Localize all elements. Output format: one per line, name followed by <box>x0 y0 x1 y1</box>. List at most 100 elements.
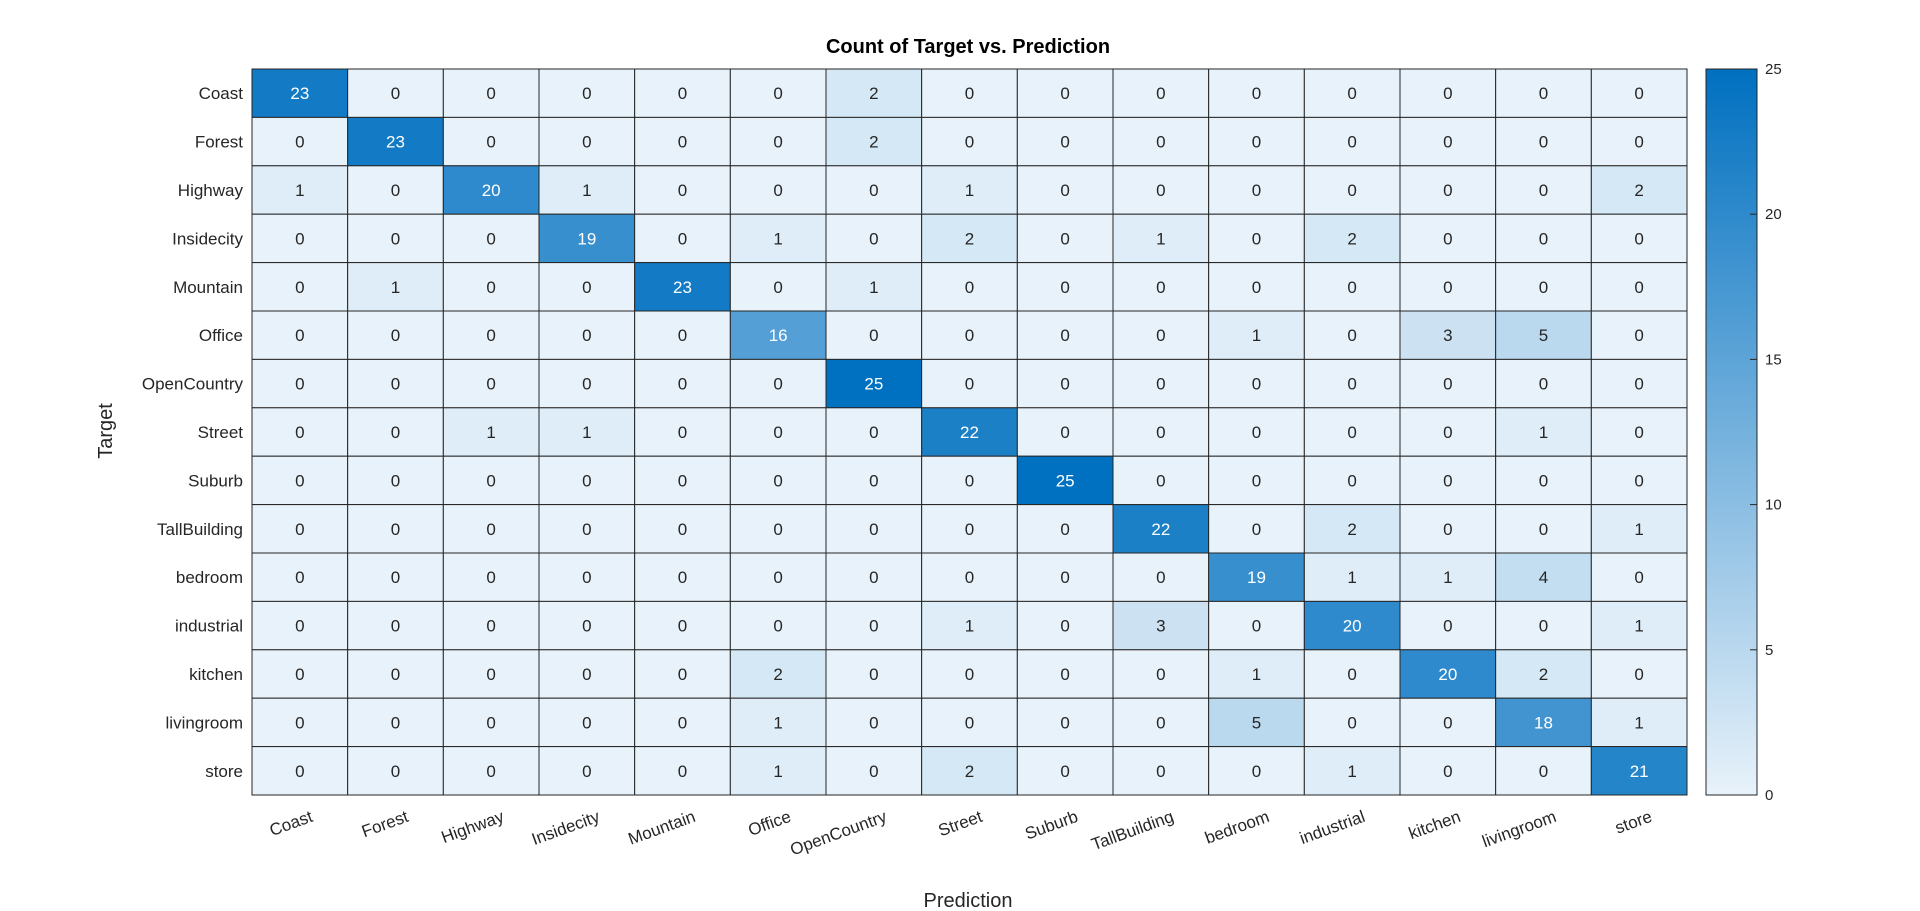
cell-value-label: 0 <box>1347 84 1356 103</box>
cell-value-label: 0 <box>1252 278 1261 297</box>
cell-value-label: 20 <box>482 181 501 200</box>
cell-value-label: 0 <box>295 665 304 684</box>
cell-value-label: 0 <box>1443 617 1452 636</box>
y-tick-label: TallBuilding <box>157 520 243 539</box>
cell-value-label: 0 <box>678 133 687 152</box>
cell-value-label: 16 <box>769 326 788 345</box>
cell-value-label: 0 <box>582 713 591 732</box>
cell-value-label: 0 <box>1252 229 1261 248</box>
cell-value-label: 20 <box>1343 617 1362 636</box>
cell-value-label: 1 <box>1347 568 1356 587</box>
cell-value-label: 0 <box>965 471 974 490</box>
y-tick-label: Street <box>198 423 244 442</box>
cell-value-label: 0 <box>295 471 304 490</box>
cell-value-label: 0 <box>295 762 304 781</box>
cell-value-label: 0 <box>1443 229 1452 248</box>
cell-value-label: 25 <box>864 375 883 394</box>
cell-value-label: 0 <box>1443 471 1452 490</box>
cell-value-label: 0 <box>1539 84 1548 103</box>
y-tick-label: OpenCountry <box>142 375 244 394</box>
cell-value-label: 0 <box>965 326 974 345</box>
cell-value-label: 0 <box>773 471 782 490</box>
cell-value-label: 0 <box>486 568 495 587</box>
cell-value-label: 1 <box>486 423 495 442</box>
y-tick-label: store <box>205 762 243 781</box>
cell-value-label: 0 <box>1539 133 1548 152</box>
cell-value-label: 0 <box>678 617 687 636</box>
cell-value-label: 0 <box>678 326 687 345</box>
cell-value-label: 0 <box>1252 133 1261 152</box>
x-tick-label: Office <box>746 807 794 840</box>
cell-value-label: 0 <box>295 423 304 442</box>
cell-value-label: 0 <box>773 181 782 200</box>
cell-value-label: 0 <box>582 133 591 152</box>
cell-value-label: 0 <box>486 520 495 539</box>
cell-value-label: 0 <box>1634 471 1643 490</box>
cell-value-label: 1 <box>582 181 591 200</box>
cell-value-label: 2 <box>773 665 782 684</box>
heatmap-cells: 23 0 0 0 0 0 2 0 0 0 0 0 0 0 00 23 0 0 0 0 2 0 0 0 0 0 0 0 01 0 20 1 0 0 0… <box>252 69 1687 795</box>
y-tick-label: Office <box>199 326 243 345</box>
cell-value-label: 4 <box>1539 568 1548 587</box>
cell-value-label: 0 <box>1060 520 1069 539</box>
cell-value-label: 0 <box>486 617 495 636</box>
cell-value-label: 1 <box>391 278 400 297</box>
cell-value-label: 0 <box>1443 713 1452 732</box>
cell-value-label: 0 <box>1539 617 1548 636</box>
x-tick-label: Mountain <box>626 807 698 849</box>
cell-value-label: 0 <box>582 520 591 539</box>
cell-value-label: 0 <box>678 423 687 442</box>
cell-value-label: 0 <box>1539 471 1548 490</box>
cell-value-label: 0 <box>1347 665 1356 684</box>
cell-value-label: 0 <box>295 520 304 539</box>
cell-value-label: 0 <box>869 665 878 684</box>
cell-value-label: 0 <box>965 568 974 587</box>
cell-value-label: 1 <box>1539 423 1548 442</box>
cell-value-label: 0 <box>869 181 878 200</box>
cell-value-label: 0 <box>391 471 400 490</box>
cell-value-label: 18 <box>1534 713 1553 732</box>
cell-value-label: 0 <box>295 375 304 394</box>
cell-value-label: 0 <box>1156 326 1165 345</box>
cell-value-label: 0 <box>1156 713 1165 732</box>
x-tick-label: OpenCountry <box>788 807 890 860</box>
x-tick-label: store <box>1613 807 1655 838</box>
cell-value-label: 0 <box>965 375 974 394</box>
cell-value-label: 0 <box>1443 278 1452 297</box>
cell-value-label: 2 <box>1347 229 1356 248</box>
cell-value-label: 0 <box>773 568 782 587</box>
cell-value-label: 0 <box>1060 762 1069 781</box>
cell-value-label: 0 <box>1060 326 1069 345</box>
cell-value-label: 2 <box>869 84 878 103</box>
cell-value-label: 0 <box>391 84 400 103</box>
cell-value-label: 1 <box>1252 665 1261 684</box>
cell-value-label: 0 <box>486 278 495 297</box>
x-tick-label: Suburb <box>1023 807 1081 844</box>
cell-value-label: 0 <box>869 423 878 442</box>
cell-value-label: 2 <box>965 229 974 248</box>
cell-value-label: 19 <box>577 229 596 248</box>
cell-value-label: 1 <box>1252 326 1261 345</box>
cell-value-label: 0 <box>1539 520 1548 539</box>
cell-value-label: 0 <box>1060 229 1069 248</box>
cell-value-label: 21 <box>1630 762 1649 781</box>
cell-value-label: 22 <box>1151 520 1170 539</box>
cell-value-label: 0 <box>678 520 687 539</box>
cell-value-label: 0 <box>486 471 495 490</box>
cell-value-label: 1 <box>869 278 878 297</box>
cell-value-label: 2 <box>1347 520 1356 539</box>
x-tick-label: Highway <box>439 807 507 847</box>
x-tick-label: Forest <box>359 807 411 841</box>
colorbar-tick-label: 25 <box>1765 61 1782 78</box>
cell-value-label: 0 <box>869 713 878 732</box>
cell-value-label: 0 <box>1252 762 1261 781</box>
cell-value-label: 0 <box>486 326 495 345</box>
cell-value-label: 1 <box>965 181 974 200</box>
cell-value-label: 1 <box>965 617 974 636</box>
cell-value-label: 0 <box>582 375 591 394</box>
cell-value-label: 0 <box>1060 568 1069 587</box>
cell-value-label: 0 <box>1156 278 1165 297</box>
cell-value-label: 0 <box>391 375 400 394</box>
y-tick-label: Coast <box>199 84 244 103</box>
